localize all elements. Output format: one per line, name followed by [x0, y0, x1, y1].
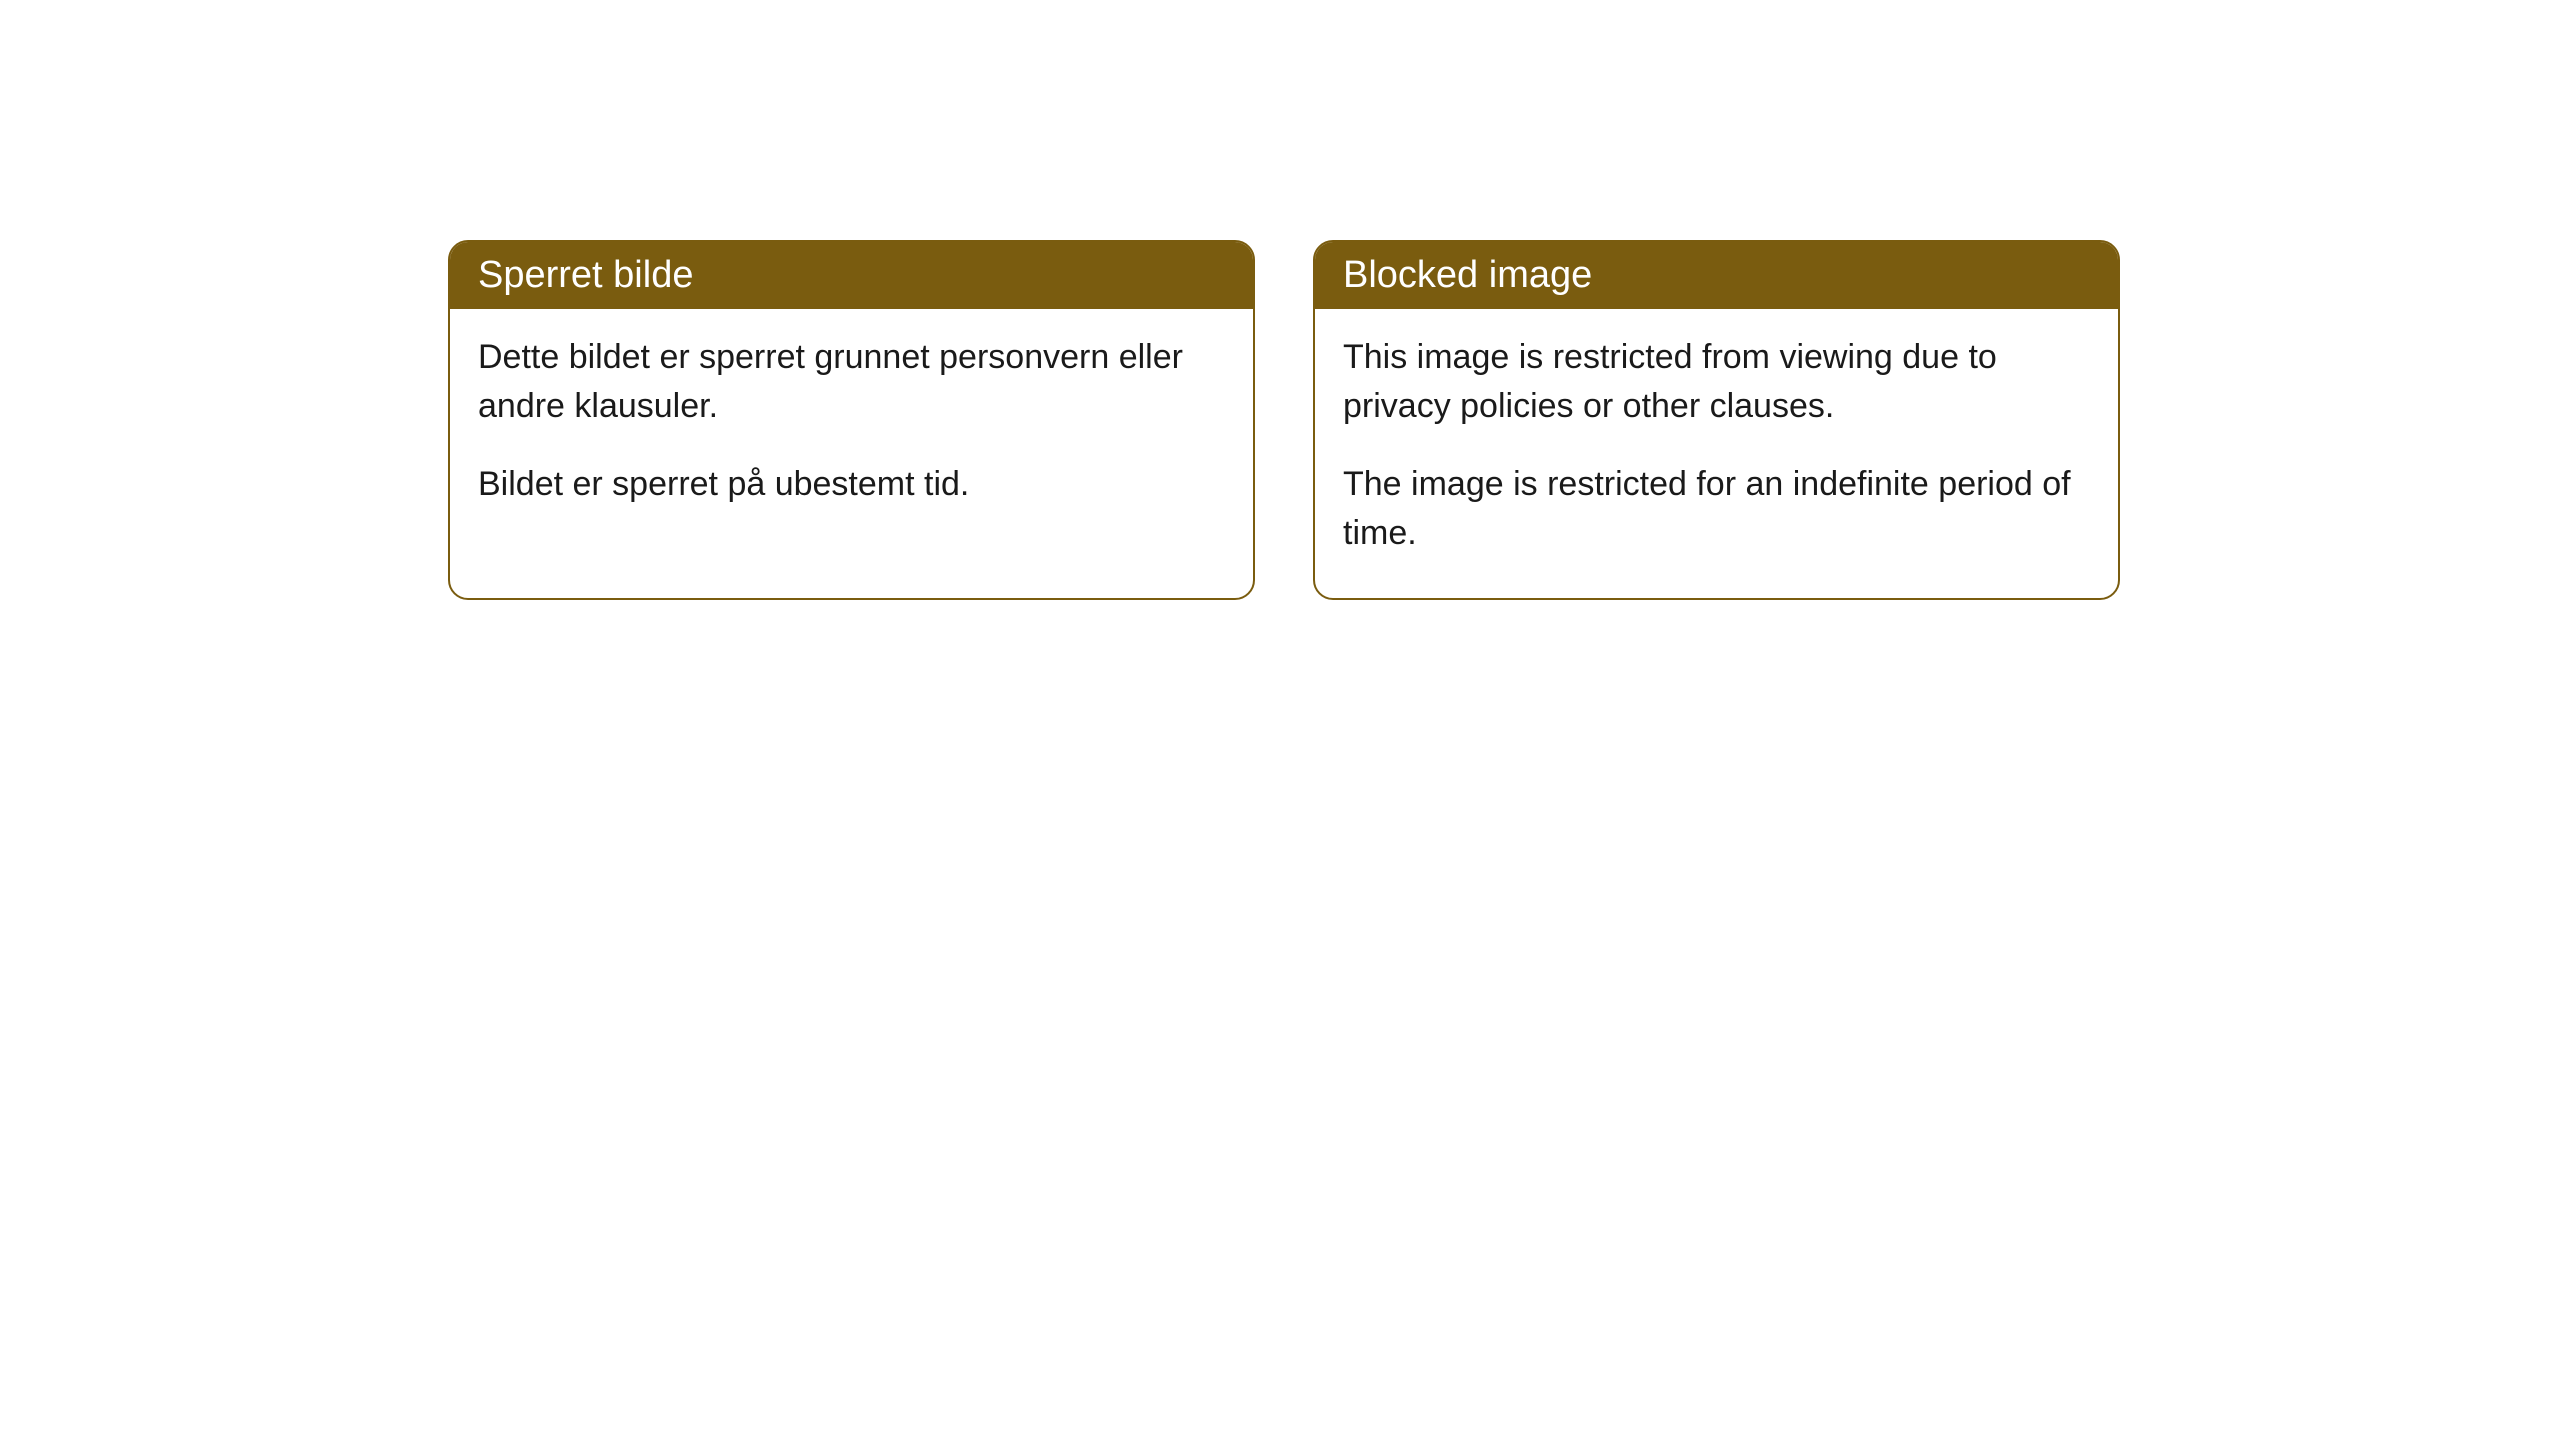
- card-title: Blocked image: [1343, 254, 1592, 296]
- card-paragraph: This image is restricted from viewing du…: [1343, 333, 2090, 432]
- card-header: Blocked image: [1315, 242, 2118, 309]
- card-paragraph: Bildet er sperret på ubestemt tid.: [478, 460, 1225, 509]
- notice-card-norwegian: Sperret bilde Dette bildet er sperret gr…: [448, 240, 1255, 600]
- card-paragraph: The image is restricted for an indefinit…: [1343, 460, 2090, 559]
- card-paragraph: Dette bildet er sperret grunnet personve…: [478, 333, 1225, 432]
- card-body: This image is restricted from viewing du…: [1315, 309, 2118, 598]
- card-header: Sperret bilde: [450, 242, 1253, 309]
- notice-card-english: Blocked image This image is restricted f…: [1313, 240, 2120, 600]
- card-body: Dette bildet er sperret grunnet personve…: [450, 309, 1253, 549]
- notice-cards-container: Sperret bilde Dette bildet er sperret gr…: [0, 0, 2560, 600]
- card-title: Sperret bilde: [478, 254, 693, 296]
